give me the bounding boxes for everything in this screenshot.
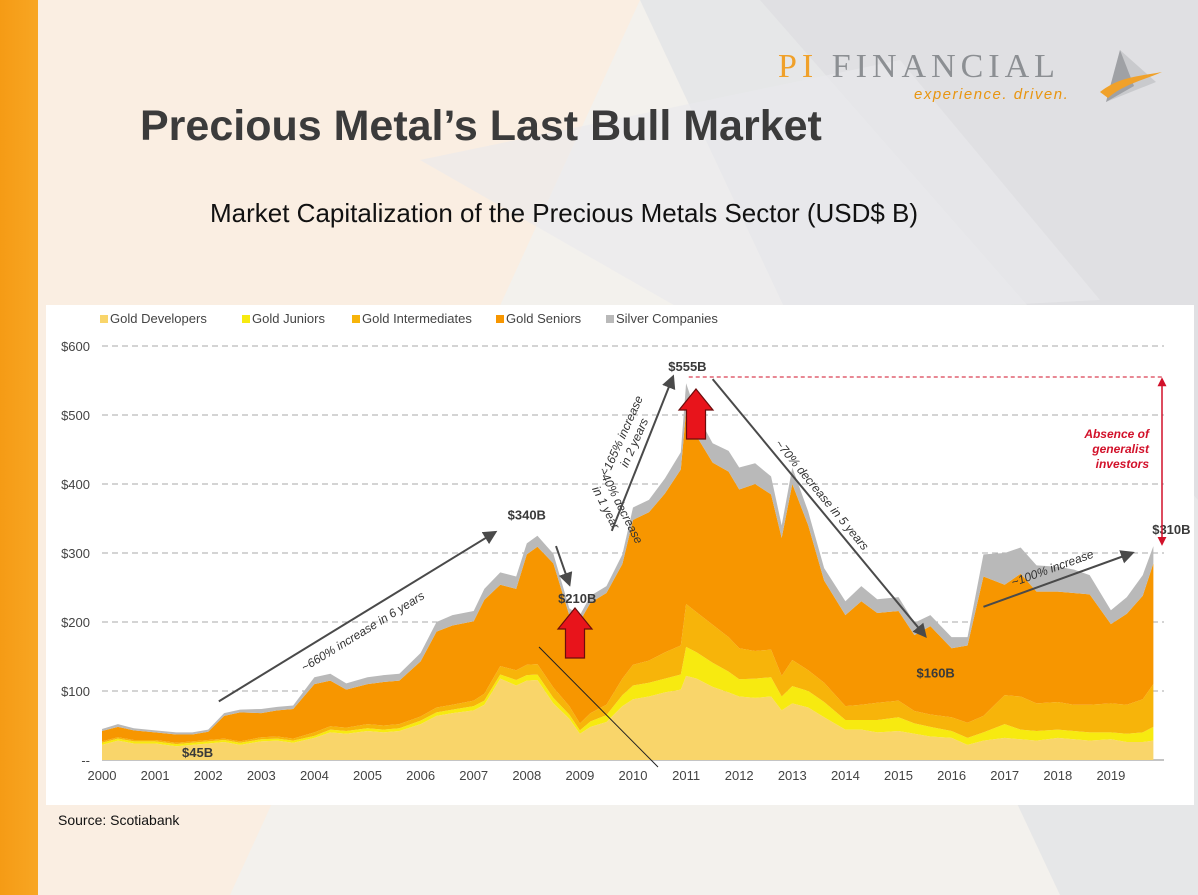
trend-arrow-40-decrease-in-1-year [555,545,573,587]
red-up-arrow-2011 [677,388,715,440]
trend-arrow-70-decrease-in-5-years [711,378,927,638]
x-tick-label: 2016 [937,768,966,783]
trend-arrow-100-increase [983,550,1135,608]
left-accent-bar [0,0,38,895]
y-tick-label: $100 [61,684,90,699]
x-tick-label: 2009 [565,768,594,783]
y-tick-label: $200 [61,615,90,630]
source-note: Source: Scotiabank [58,812,180,828]
area-gold-juniors [102,646,1154,747]
red-up-arrow-2009 [556,607,594,659]
slide-title: Precious Metal’s Last Bull Market [140,102,822,150]
trend-label-660-increase-in-6-years: ~660% increase in 6 years [299,588,427,674]
logo-tagline: experience. driven. [914,86,1070,103]
area-gold-intermediates [102,604,1154,745]
value-label-210b: $210B [558,591,596,606]
logo-name: PI FINANCIAL [778,48,1060,85]
pi-financial-triangle-logo-icon [1100,50,1162,102]
y-tick-label: $300 [61,546,90,561]
chart-legend: Gold Developers Gold Juniors Gold Intermed… [100,311,718,326]
legend-label-gold-seniors: Gold Seniors [506,311,582,326]
y-axis: -- $100 $200 $300 $400 $500 $600 [61,339,90,768]
trend-arrow-165-increase-in-2-years [610,374,676,532]
x-tick-label: 2019 [1096,768,1125,783]
x-tick-label: 2012 [725,768,754,783]
x-tick-label: 2015 [884,768,913,783]
x-axis: 2000 2001 2002 2003 2004 2005 2006 2007 2008 2009… [88,759,1164,783]
trend-arrow-660-increase-in-6-years [218,530,498,703]
legend-label-gold-juniors: Gold Juniors [252,311,325,326]
x-tick-label: 2018 [1043,768,1072,783]
y-tick-label: $600 [61,339,90,354]
area-gold-developers [102,675,1154,760]
legend-swatch-gold-developers [100,315,108,323]
x-tick-label: 2001 [141,768,170,783]
y-tick-label: $500 [61,408,90,423]
x-tick-label: 2011 [672,768,700,783]
x-tick-label: 2002 [194,768,223,783]
leader-line [538,646,659,768]
legend-swatch-silver-companies [606,315,614,323]
x-tick-label: 2007 [459,768,488,783]
x-tick-label: 2005 [353,768,382,783]
legend-label-silver-companies: Silver Companies [616,311,718,326]
x-tick-label: 2006 [406,768,435,783]
x-tick-label: 2008 [512,768,541,783]
legend-swatch-gold-juniors [242,315,250,323]
x-tick-label: 2010 [619,768,648,783]
x-tick-label: 2017 [990,768,1019,783]
x-tick-label: 2014 [831,768,860,783]
value-label-310b: $310B [1152,522,1190,537]
legend-label-gold-developers: Gold Developers [110,311,207,326]
value-label-45b: $45B [182,745,213,760]
value-label-555b: $555B [668,359,706,374]
legend-swatch-gold-seniors [496,315,504,323]
company-logo: PI FINANCIAL experience. driven. [770,42,1170,112]
y-tick-label: $400 [61,477,90,492]
chart-title: Market Capitalization of the Precious Me… [210,198,919,228]
area-gold-seniors [102,410,1154,743]
chart-areas [102,383,1154,760]
y-tick-label: -- [81,753,90,768]
x-tick-label: 2003 [247,768,276,783]
x-tick-label: 2000 [88,768,117,783]
value-label-340b: $340B [508,507,546,522]
legend-label-gold-intermediates: Gold Intermediates [362,311,472,326]
x-tick-label: 2013 [778,768,807,783]
value-label-160b: $160B [917,666,955,681]
legend-swatch-gold-intermediates [352,315,360,323]
bracket-label: Absence of generalist investors [1083,427,1150,471]
market-cap-chart: Gold Developers Gold Juniors Gold Intermed… [61,311,1190,783]
x-tick-label: 2004 [300,768,329,783]
